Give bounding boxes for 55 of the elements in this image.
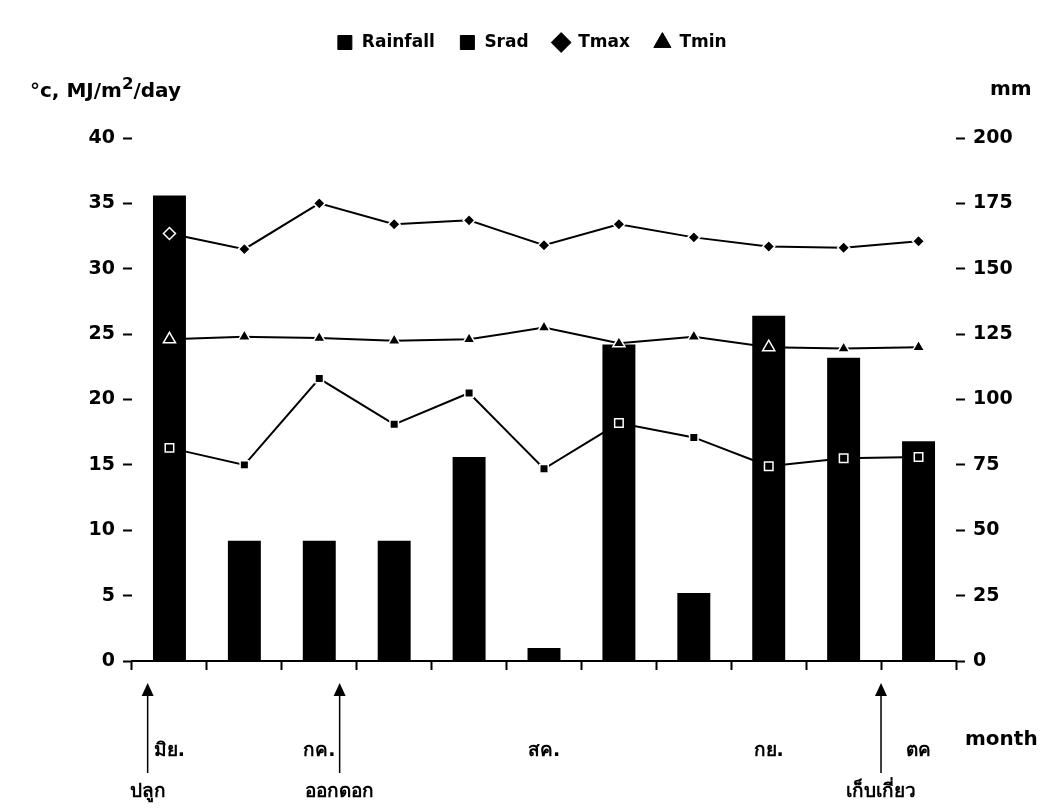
y2-tick-label: 25 [973, 582, 1000, 605]
x-tick-label: ตค [906, 738, 932, 761]
point [164, 442, 175, 453]
y-axis-title: °c, MJ/m$^{2}$/day [30, 74, 182, 102]
y-tick-label: 0 [101, 647, 115, 670]
x-tick-label: กย. [753, 738, 784, 761]
text: ออกดอก [305, 779, 375, 802]
y-tick-label: 15 [88, 451, 115, 474]
point [462, 213, 476, 228]
y2-tick-label: 50 [973, 517, 1000, 540]
point [911, 339, 926, 352]
point [613, 418, 624, 429]
point [911, 234, 926, 249]
text: ปลูก [129, 779, 166, 804]
point [687, 230, 701, 245]
point [763, 461, 774, 472]
point [387, 217, 401, 232]
y2-tick-label: 100 [973, 386, 1013, 409]
y-tick-label: 35 [88, 190, 115, 213]
y2-tick-label: 200 [973, 124, 1013, 147]
point [162, 331, 177, 344]
y2-tick-label: 75 [973, 451, 1000, 474]
point [237, 242, 252, 256]
legend-label: Tmin [679, 30, 727, 51]
y2-tick-label: 125 [973, 321, 1013, 344]
x-tick-label: สค. [527, 738, 561, 761]
text: เก็บเกี่ยว [846, 777, 917, 802]
legend-label: Srad [484, 30, 529, 51]
point [539, 463, 549, 474]
y-tick-label: 5 [101, 582, 115, 605]
y-tick-label: 25 [88, 321, 115, 344]
x-axis-title: month [965, 726, 1038, 750]
point [838, 453, 849, 464]
y2-tick-label: 150 [973, 255, 1013, 278]
point [761, 339, 776, 352]
point [239, 459, 250, 470]
point [612, 217, 626, 232]
y2-axis-title: mm [990, 76, 1032, 100]
point [312, 196, 327, 211]
legend-label: Rainfall [361, 30, 435, 51]
legend-label: Tmax [578, 30, 630, 51]
y-tick-label: 40 [88, 124, 115, 147]
point [162, 226, 177, 241]
y-tick-label: 30 [88, 255, 115, 278]
point [913, 452, 924, 463]
y-tick-label: 20 [88, 386, 115, 409]
y-tick-label: 10 [88, 517, 115, 540]
x-tick-label: มิย. [153, 738, 186, 761]
point [537, 238, 551, 252]
x-tick-label: กค. [303, 738, 336, 761]
y2-tick-label: 0 [973, 647, 987, 670]
point [761, 239, 776, 254]
point [312, 330, 327, 343]
y2-tick-label: 175 [973, 190, 1013, 213]
point [836, 241, 851, 255]
